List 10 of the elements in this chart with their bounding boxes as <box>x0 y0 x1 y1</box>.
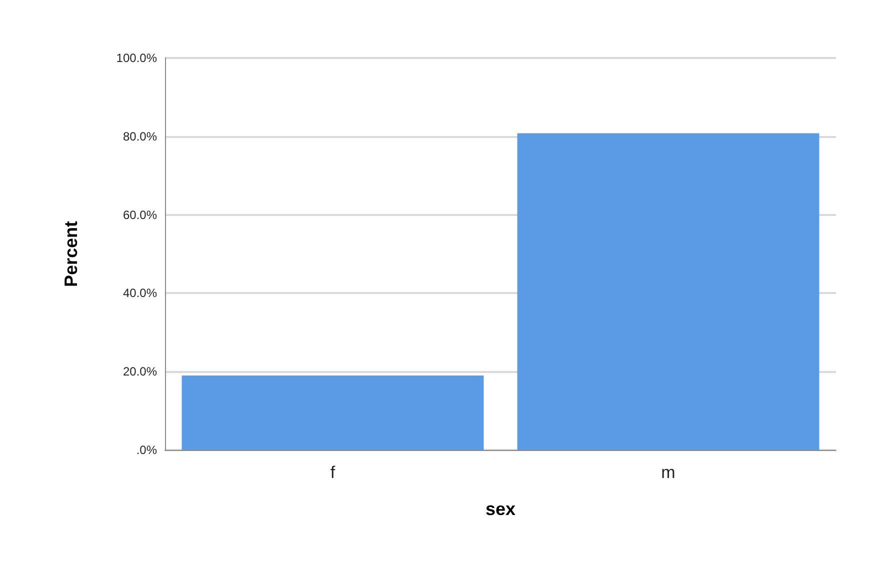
y-axis-title: Percent <box>61 220 81 288</box>
y-tick-label: .0% <box>136 443 158 457</box>
x-tick-label: m <box>661 463 676 482</box>
x-axis-title: sex <box>485 499 516 519</box>
y-tick-label: 20.0% <box>122 364 158 379</box>
y-tick-label: 100.0% <box>116 51 158 65</box>
y-tick-label: 80.0% <box>122 129 158 144</box>
y-tick-label: 60.0% <box>122 208 158 222</box>
x-tick-label: f <box>330 463 336 482</box>
y-tick-label: 40.0% <box>122 286 158 300</box>
